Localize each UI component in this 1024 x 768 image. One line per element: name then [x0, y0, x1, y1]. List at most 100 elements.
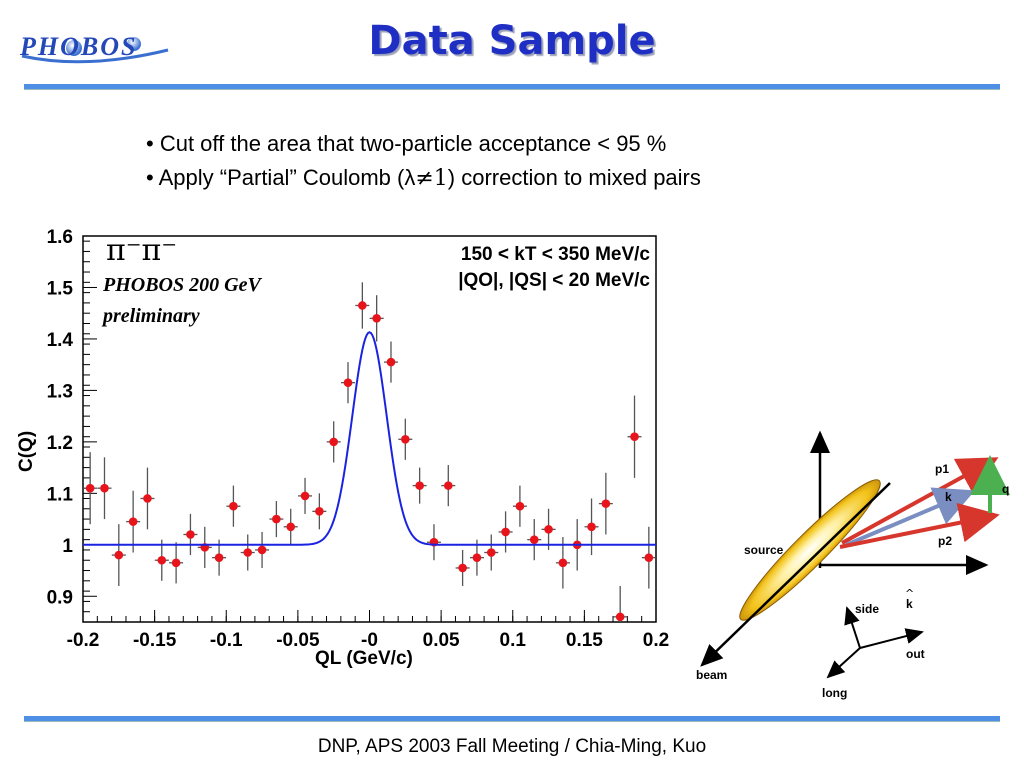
y-tick-label: 1.5: [47, 278, 74, 299]
x-tick-label: 0.15: [566, 630, 603, 651]
y-tick-label: 1.4: [47, 330, 74, 351]
data-point: [343, 378, 353, 387]
khat-hat-mark: ^: [905, 587, 914, 600]
bullet-marker: •: [146, 165, 154, 190]
data-point: [171, 558, 181, 568]
x-tick-label: 0.1: [500, 630, 527, 651]
y-tick-label: 1.6: [47, 227, 73, 248]
page-title: Data Sample: [368, 18, 656, 64]
kt-cut-label: 150 < kT < 350 MeV/c: [461, 244, 651, 265]
long-axis-arrow: [826, 647, 861, 679]
p1-label: p1: [935, 462, 949, 476]
x-tick-label: 0.05: [423, 630, 460, 651]
fit-curve: [83, 331, 656, 546]
x-tick-label: -0.2: [67, 630, 100, 651]
data-point: [615, 612, 625, 622]
not-equal-symbol: ≠: [415, 166, 434, 191]
side-label: side: [855, 602, 879, 616]
data-point: [501, 527, 510, 537]
y-tick-label: 1.3: [47, 381, 73, 402]
data-point: [443, 481, 453, 490]
q-label: q: [1002, 482, 1009, 496]
data-point: [100, 483, 109, 493]
source-label: source: [744, 543, 784, 557]
data-point: [644, 553, 654, 562]
out-label: out: [906, 647, 925, 661]
data-point: [601, 499, 611, 508]
data-point: [128, 517, 138, 526]
x-tick-label: -0: [361, 630, 378, 651]
data-point: [272, 514, 281, 524]
data-point: [315, 507, 324, 516]
data-point: [243, 548, 253, 557]
experiment-label: PHOBOS 200 GeV: [102, 274, 262, 296]
data-point: [214, 553, 224, 562]
bullet-item-coulomb: • Apply “Partial” Coulomb (λ≠1) correcti…: [146, 161, 701, 196]
x-tick-label: -0.05: [276, 630, 320, 651]
data-point: [114, 550, 124, 560]
logo-text: PHOBOS: [19, 32, 137, 61]
data-point: [386, 357, 396, 367]
k-arrow: [845, 487, 976, 547]
particle-label: π⁻π⁻: [106, 233, 177, 268]
y-tick-label: 0.9: [47, 587, 73, 608]
data-point: [186, 530, 195, 539]
data-point: [486, 548, 496, 557]
beam-axis-arrow: [700, 482, 891, 667]
data-point: [515, 501, 525, 511]
status-label: preliminary: [101, 305, 200, 327]
data-point: [472, 553, 482, 562]
p2-label: p2: [938, 534, 952, 548]
bullet-text: Cut off the area that two-particle accep…: [159, 131, 667, 156]
x-axis-title: QL (GeV/c): [315, 648, 413, 669]
phobos-logo: PHOBOS: [19, 32, 169, 64]
logo-sphere-icon: [127, 37, 141, 51]
pair-geometry-diagram: p1 k q p2 source side k ^ out beam long: [696, 430, 1010, 700]
data-point: [286, 522, 296, 532]
logo-swoosh-icon: [21, 48, 169, 64]
data-point: [257, 545, 267, 555]
logo-sphere-icon: [66, 40, 82, 56]
y-tick-label: 1: [62, 536, 73, 557]
data-point: [544, 525, 553, 534]
bullet-text-post: ) correction to mixed pairs: [447, 165, 701, 190]
data-point: [558, 558, 568, 568]
data-point: [372, 314, 381, 323]
y-axis-title: C(Q): [16, 431, 37, 472]
data-point: [329, 437, 338, 447]
data-point: [157, 555, 167, 565]
data-point: [85, 483, 95, 493]
data-point: [300, 491, 310, 501]
x-tick-label: -0.1: [210, 630, 243, 651]
data-point: [458, 563, 467, 573]
y-tick-label: 1.2: [47, 433, 73, 454]
p1-arrow: [841, 457, 999, 545]
data-point: [415, 481, 424, 490]
data-point: [630, 432, 639, 442]
data-point: [587, 522, 596, 532]
correlation-plot: -0.2 -0.15 -0.1 -0.05 -0 0.05 0.1 0.15 0.2 0.9 1 1.…: [0, 222, 690, 676]
bullet-number-one: 1: [433, 166, 448, 191]
bullet-list: • Cut off the area that two-particle acc…: [146, 127, 701, 196]
top-divider: [24, 84, 1000, 90]
bullet-item-acceptance: • Cut off the area that two-particle acc…: [146, 127, 701, 161]
side-axis-arrow: [844, 606, 861, 649]
plot-background: [0, 222, 690, 676]
khat-label: k: [906, 597, 913, 611]
data-point: [229, 501, 238, 511]
data-point: [401, 434, 410, 444]
x-tick-label: 0.2: [643, 630, 669, 651]
beam-label: beam: [696, 668, 727, 682]
bullet-marker: •: [146, 131, 154, 156]
bullet-text-pre: Apply “Partial” Coulomb (λ: [158, 165, 416, 190]
p2-arrow: [839, 502, 1000, 549]
long-label: long: [822, 686, 847, 700]
q-cut-label: |QO|, |QS| < 20 MeV/c: [458, 270, 650, 291]
data-point: [529, 535, 539, 544]
data-point: [143, 494, 152, 503]
bottom-divider: [24, 716, 1000, 722]
footer-text: DNP, APS 2003 Fall Meeting / Chia-Ming, …: [317, 736, 707, 757]
out-axis-arrow: [859, 628, 924, 649]
y-tick-label: 1.1: [47, 484, 74, 505]
data-point: [358, 301, 367, 310]
